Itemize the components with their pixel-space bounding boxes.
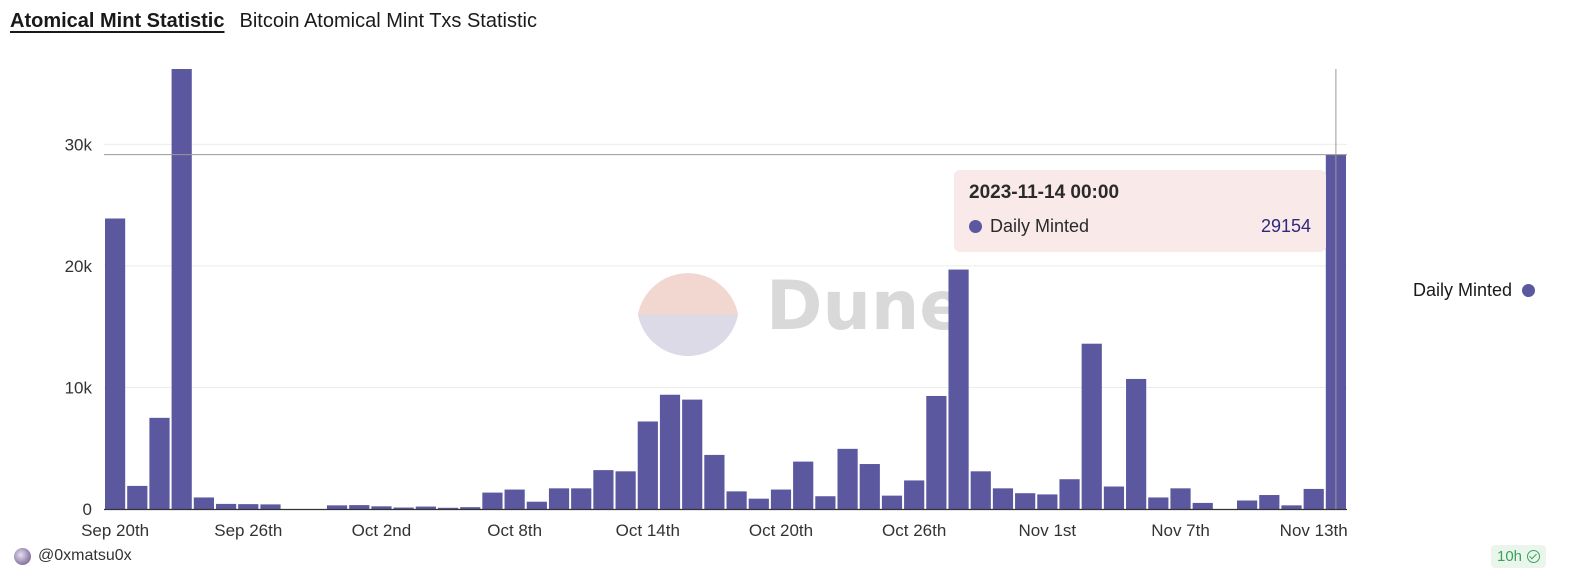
tooltip-series-dot-icon [969,220,982,233]
x-tick-label: Nov 13th [1280,521,1348,540]
bar[interactable] [593,470,614,509]
x-tick-label: Oct 20th [749,521,813,540]
bar[interactable] [415,506,436,509]
x-tick-label: Sep 26th [214,521,282,540]
bar[interactable] [970,471,991,509]
bar[interactable] [1281,505,1302,509]
author-name: @0xmatsu0x [38,547,132,564]
bar[interactable] [127,485,148,509]
y-tick-label: 20k [65,257,93,276]
tooltip-row: Daily Minted 29154 [969,216,1311,237]
y-tick-label: 30k [65,135,93,154]
y-tick-label: 0 [83,500,92,519]
bar[interactable] [371,506,392,509]
bar[interactable] [948,269,969,509]
watermark-text: Dune [766,267,965,346]
bar[interactable] [349,505,370,509]
bar[interactable] [837,448,858,509]
bar[interactable] [1037,494,1058,509]
tooltip-date: 2023-11-14 00:00 [969,182,1120,203]
bar[interactable] [704,454,725,509]
y-tick-label: 10k [65,378,93,397]
bar[interactable] [815,496,836,509]
legend-dot-icon [1522,284,1536,297]
x-tick-label: Oct 26th [882,521,946,540]
bar[interactable] [526,501,547,509]
bar[interactable] [215,503,237,509]
legend-item-daily-minted[interactable]: Daily Minted [1413,280,1536,301]
legend-label: Daily Minted [1413,280,1513,300]
bar[interactable] [1015,493,1036,509]
bar[interactable] [1103,486,1125,509]
bar[interactable] [460,507,481,509]
avatar [14,547,31,565]
x-tick-label: Oct 2nd [352,521,412,540]
bar[interactable] [504,489,525,509]
bar[interactable] [149,417,170,509]
chart-header: Atomical Mint Statistic Bitcoin Atomical… [10,10,537,33]
tooltip-series-label: Daily Minted [990,216,1090,236]
bar[interactable] [1148,497,1169,509]
bar[interactable] [260,504,281,509]
bar[interactable] [482,492,503,509]
bar[interactable] [1237,500,1258,509]
hover-tooltip: 2023-11-14 00:00 Daily Minted 29154 [954,170,1326,252]
chart-title-link[interactable]: Atomical Mint Statistic [10,10,225,32]
chart-subtitle: Bitcoin Atomical Mint Txs Statistic [239,10,537,32]
refresh-status-badge[interactable]: 10h [1491,545,1547,568]
watermark-logo-top [637,273,739,315]
bar[interactable] [1192,502,1213,509]
bar[interactable] [1081,343,1102,509]
bar[interactable] [682,399,703,509]
bar[interactable] [393,507,414,509]
bar[interactable] [1126,378,1147,509]
bar[interactable] [548,488,570,509]
bar[interactable] [904,480,925,509]
bar[interactable] [726,491,747,509]
refresh-age: 10h [1497,548,1523,565]
bar[interactable] [1170,488,1191,509]
check-circle-icon [1527,550,1541,563]
bar[interactable] [193,497,214,509]
x-tick-label: Sep 20th [81,521,149,540]
watermark-logo-bottom [637,314,739,357]
bar[interactable] [1303,488,1324,509]
x-tick-label: Oct 8th [487,521,542,540]
bar[interactable] [992,488,1014,509]
bar[interactable] [748,498,769,509]
bar[interactable] [171,69,192,509]
bar[interactable] [1059,479,1080,509]
bar[interactable] [637,421,658,509]
author-link[interactable]: @0xmatsu0x [14,547,132,565]
bar[interactable] [659,394,681,509]
bar[interactable] [615,471,636,509]
bar[interactable] [238,504,259,509]
bar[interactable] [437,507,459,509]
bar[interactable] [881,495,903,509]
bar[interactable] [105,218,126,510]
x-tick-label: Nov 1st [1019,521,1077,540]
x-tick-label: Oct 14th [616,521,680,540]
bar[interactable] [571,488,592,509]
bar[interactable] [326,505,348,509]
bar[interactable] [926,395,947,509]
bar[interactable] [1259,495,1280,509]
bar[interactable] [859,464,880,509]
bar[interactable] [770,489,792,509]
x-tick-label: Nov 7th [1151,521,1210,540]
tooltip-series-value: 29154 [1260,216,1311,236]
bar[interactable] [793,461,814,509]
